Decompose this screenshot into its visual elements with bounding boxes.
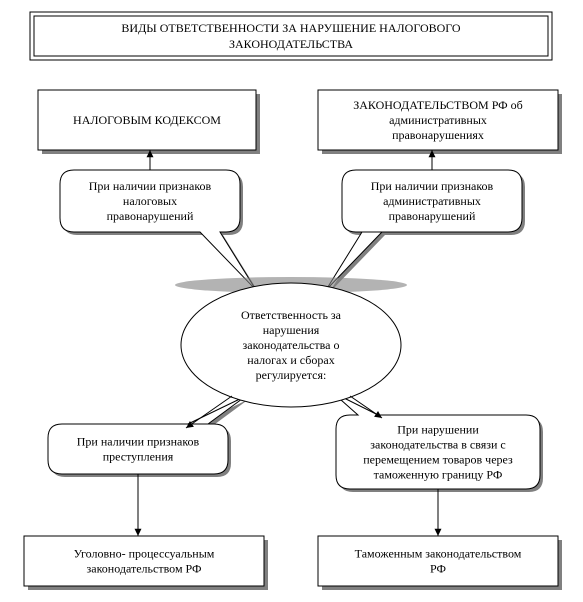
svg-text:Уголовно- процессуальнымзаконо: Уголовно- процессуальнымзаконодательство… xyxy=(74,547,215,576)
diagram-canvas: ВИДЫ ОТВЕТСТВЕННОСТИ ЗА НАРУШЕНИЕ НАЛОГО… xyxy=(0,0,583,602)
svg-text:НАЛОГОВЫМ КОДЕКСОМ: НАЛОГОВЫМ КОДЕКСОМ xyxy=(73,113,221,127)
svg-text:При наличии признаковадминистр: При наличии признаковадминистративныхпра… xyxy=(371,179,494,223)
